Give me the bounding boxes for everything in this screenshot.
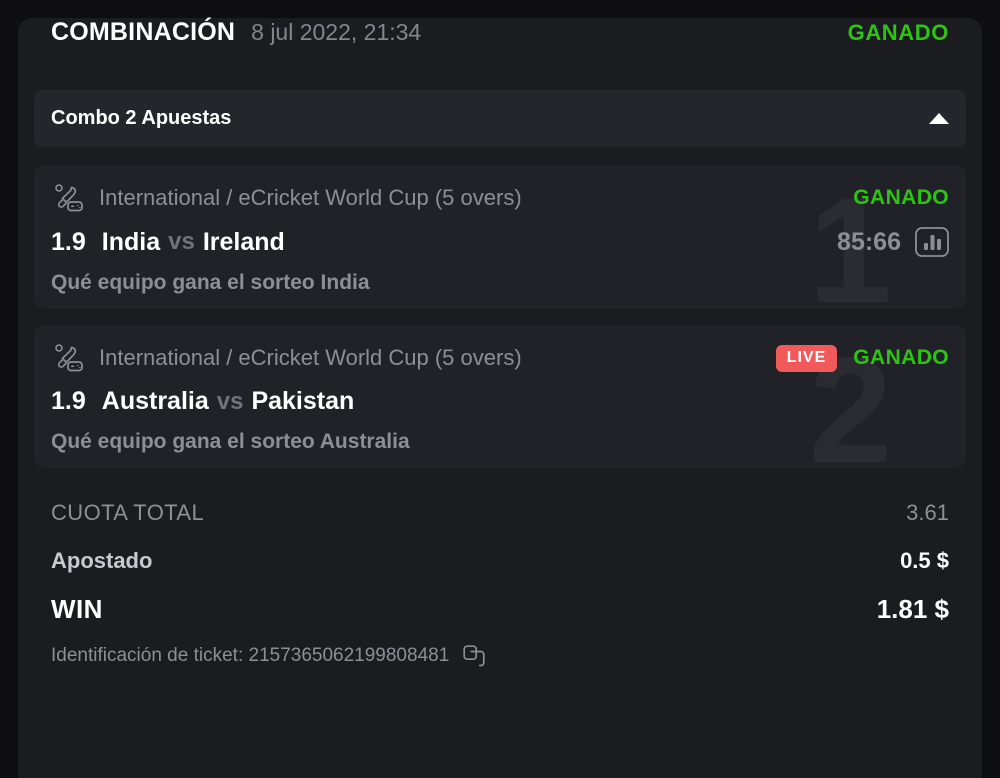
bet-status-badge: GANADO	[853, 346, 949, 369]
bet-league-name: International / eCricket World Cup (5 ov…	[99, 185, 522, 210]
combo-toggle-bar[interactable]: Combo 2 Apuestas	[34, 90, 966, 147]
bet-league-row: International / eCricket World Cup (5 ov…	[51, 341, 949, 375]
ticket-id-row: Identificación de ticket: 21573650621998…	[51, 645, 949, 667]
ticket-date: 8 jul 2022, 21:34	[251, 19, 422, 45]
bet-item[interactable]: 2 International / eCricket World Cup (5 …	[34, 325, 966, 468]
bet-ticket-card: COMBINACIÓN 8 jul 2022, 21:34 GANADO Com…	[18, 18, 982, 778]
bet-odd-value: 1.9	[51, 387, 86, 415]
bet-league-name: International / eCricket World Cup (5 ov…	[99, 345, 522, 370]
team-away-name: Pakistan	[251, 387, 355, 415]
match-score: 85:66	[837, 227, 901, 256]
ticket-type-label: COMBINACIÓN	[51, 18, 236, 46]
win-label: WIN	[51, 594, 103, 624]
vs-separator: vs	[168, 228, 195, 255]
ticket-status-badge: GANADO	[847, 20, 949, 45]
copy-icon[interactable]	[463, 645, 485, 667]
bet-market-label: Qué equipo gana el sorteo India	[51, 271, 370, 294]
total-odds-row: CUOTA TOTAL 3.61	[51, 500, 949, 526]
bet-selection-row: 1.9 India vs Ireland 85:66	[51, 227, 949, 257]
bet-market-label: Qué equipo gana el sorteo Australia	[51, 430, 410, 453]
ecricket-icon	[51, 181, 85, 215]
stake-row: Apostado 0.5 $	[51, 548, 949, 574]
win-value: 1.81 $	[876, 594, 949, 624]
bet-status-badge: GANADO	[853, 186, 949, 209]
bet-item[interactable]: 1 International / eCricket World Cup (5 …	[34, 165, 966, 309]
bet-odd-value: 1.9	[51, 227, 86, 256]
stake-label: Apostado	[51, 548, 153, 573]
total-odds-value: 3.61	[906, 500, 949, 525]
statistics-icon[interactable]	[915, 227, 949, 257]
total-odds-label: CUOTA TOTAL	[51, 500, 205, 525]
ecricket-icon	[51, 341, 85, 375]
bet-league-row: International / eCricket World Cup (5 ov…	[51, 181, 949, 215]
vs-separator: vs	[216, 387, 244, 415]
stake-value: 0.5 $	[900, 548, 949, 573]
combo-label: Combo 2 Apuestas	[51, 107, 232, 129]
ticket-id-text: Identificación de ticket: 21573650621998…	[51, 645, 450, 666]
team-home-name: India	[101, 227, 161, 256]
bet-selection-row: 1.9 Australia vs Pakistan	[51, 387, 949, 416]
live-badge: LIVE	[775, 344, 838, 372]
team-away-name: Ireland	[202, 227, 285, 256]
team-home-name: Australia	[101, 387, 209, 415]
ticket-header: COMBINACIÓN 8 jul 2022, 21:34 GANADO	[34, 18, 966, 90]
ticket-totals: CUOTA TOTAL 3.61 Apostado 0.5 $ WIN 1.81…	[34, 484, 966, 667]
triangle-up-icon[interactable]	[929, 113, 949, 124]
win-row: WIN 1.81 $	[51, 594, 949, 625]
